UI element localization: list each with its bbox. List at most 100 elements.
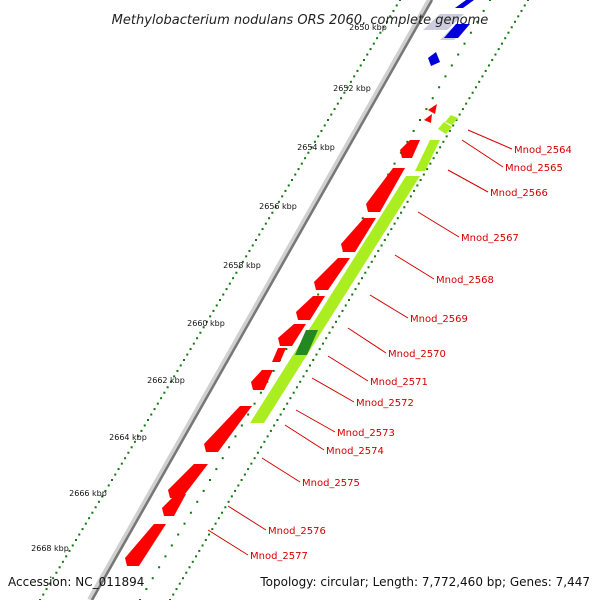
track-dot [393, 162, 396, 165]
blue-feature-2 [455, 0, 474, 8]
track-dot [353, 75, 356, 78]
cds-arrow [204, 406, 252, 452]
track-dot [147, 419, 149, 421]
gene-feature-green [250, 176, 420, 423]
gene-feature-green [415, 140, 440, 171]
track-dot [315, 353, 318, 356]
track-dot [317, 135, 320, 138]
gene-label: Mnod_2570 [388, 349, 446, 360]
track-dot [273, 424, 276, 427]
track-dot [448, 129, 451, 132]
track-dot [253, 402, 256, 405]
cds-track [125, 104, 437, 566]
track-dot [209, 479, 211, 481]
track-dot [48, 582, 51, 585]
track-dot [341, 309, 344, 312]
track-dot [114, 473, 117, 476]
track-dot [484, 69, 487, 72]
track-dot [241, 260, 244, 263]
track-dot [260, 446, 263, 449]
track-dot [235, 271, 238, 274]
track-dot [269, 429, 272, 432]
track-dot [354, 288, 357, 291]
track-dot [211, 528, 214, 531]
track-dot [169, 380, 172, 383]
track-dot [228, 282, 231, 285]
gene-label: Mnod_2568 [436, 275, 494, 286]
track-dot [377, 249, 380, 252]
tick-label: 2650 kbp [349, 23, 387, 32]
track-dot [65, 555, 68, 558]
track-dot [497, 48, 500, 51]
track-dot [237, 484, 240, 487]
track-dot [333, 108, 336, 111]
track-dot [331, 326, 334, 329]
track-dot [111, 479, 113, 481]
track-dot [182, 577, 185, 580]
track-dot [367, 266, 370, 269]
track-dot [84, 522, 87, 525]
track-dot [356, 69, 359, 72]
track-dot [491, 59, 494, 61]
track-dot [240, 424, 243, 427]
track-dot [196, 500, 199, 503]
track-dot [107, 484, 110, 487]
tick-label: 2668 kbp [31, 544, 69, 553]
track-dot [75, 539, 77, 541]
cds-arrow [296, 296, 325, 320]
cds-arrow [314, 258, 350, 290]
track-dot [176, 369, 179, 372]
track-dot [527, 0, 529, 1]
track-dot [186, 353, 189, 356]
leader-line [417, 211, 460, 238]
cds-arrow [278, 324, 306, 346]
track-dot [172, 593, 175, 596]
track-dot [359, 64, 362, 67]
track-dot [305, 369, 308, 372]
track-dot [363, 59, 365, 61]
track-dot [299, 380, 302, 383]
track-dot [222, 293, 225, 296]
track-dot [250, 462, 253, 465]
track-dot [399, 0, 401, 1]
track-dot [94, 506, 97, 509]
track-dot [406, 140, 409, 143]
gene-label: Mnod_2567 [461, 233, 519, 244]
track-dot [127, 451, 130, 454]
track-dot [238, 266, 241, 269]
track-dot [291, 179, 293, 181]
track-dot [328, 331, 331, 334]
track-dot [520, 9, 523, 12]
gene-label: Mnod_2571 [370, 377, 428, 388]
track-dot [286, 402, 289, 405]
track-dot [461, 108, 464, 111]
track-dot [482, 9, 485, 12]
track-dot [383, 239, 386, 241]
track-dot [191, 560, 194, 563]
track-dot [91, 511, 94, 514]
track-dot [465, 102, 468, 105]
tick-label: 2662 kbp [147, 376, 185, 385]
track-dot [380, 244, 383, 247]
track-dot [204, 539, 207, 541]
gene-label: Mnod_2573 [337, 428, 395, 439]
track-dot [392, 9, 395, 12]
track-dot [279, 413, 282, 416]
track-dot [369, 48, 372, 51]
track-dot [258, 233, 261, 236]
track-dot [327, 119, 329, 121]
track-dot [376, 37, 379, 40]
track-dot [185, 571, 188, 574]
gene-label: Mnod_2569 [410, 314, 468, 325]
track-dot [357, 282, 360, 285]
leader-line [227, 505, 267, 531]
leader-line [284, 424, 325, 451]
track-dot [393, 222, 396, 225]
track-dot [500, 42, 503, 45]
track-dot [455, 119, 458, 121]
tick-label: 2660 kbp [187, 319, 225, 328]
green-track [250, 115, 458, 423]
track-dot [334, 320, 337, 323]
track-dot [183, 522, 186, 525]
